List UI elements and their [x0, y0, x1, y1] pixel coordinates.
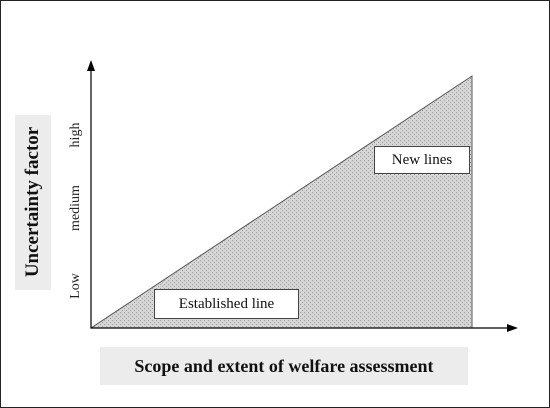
- y-axis-arrowhead: [87, 60, 95, 71]
- y-tick-medium: medium: [68, 185, 83, 231]
- new-lines-label: New lines: [374, 146, 470, 174]
- x-axis-label-background: [100, 347, 468, 385]
- x-axis-arrowhead: [507, 324, 518, 332]
- y-tick-high: high: [68, 122, 83, 148]
- y-axis-label-background: [15, 115, 51, 290]
- y-tick-low: Low: [68, 273, 83, 299]
- established-line-label: Established line: [154, 289, 299, 319]
- x-axis-label: Scope and extent of welfare assessment: [134, 356, 434, 376]
- y-axis-label: Uncertainty factor: [22, 126, 43, 278]
